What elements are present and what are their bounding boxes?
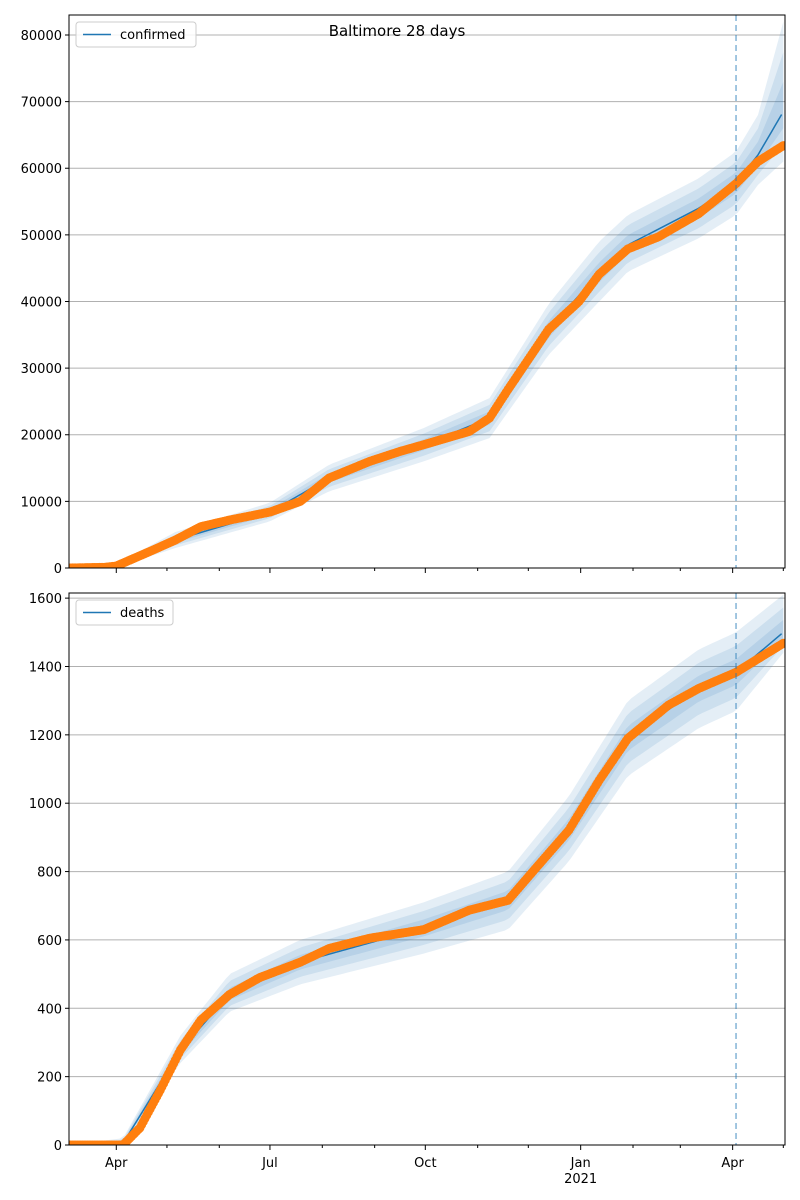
legend-label: confirmed	[120, 28, 186, 43]
y-tick-label: 70000	[21, 96, 62, 111]
legend: confirmed	[75, 21, 197, 48]
y-tick-label: 10000	[21, 495, 62, 510]
model-line	[69, 114, 783, 568]
x-tick-label: Apr	[105, 1156, 128, 1171]
legend: deaths	[75, 599, 174, 626]
axes-frame	[68, 592, 786, 1146]
legend-box	[75, 21, 197, 48]
panel-confirmed: 0 10000 20000 30000 40000 50000 60000 70000 8000…	[21, 14, 786, 577]
uncertainty-band	[69, 21, 784, 568]
y-tick-label: 60000	[21, 162, 62, 177]
plot-area	[69, 21, 785, 568]
uncertainty-band	[69, 52, 784, 568]
x-year-label: 2021	[564, 1172, 597, 1187]
uncertainty-band	[69, 607, 784, 1145]
legend-box	[75, 599, 174, 626]
x-tick-label: Jan	[570, 1156, 591, 1171]
y-tick-label: 1000	[29, 797, 62, 812]
y-tick-label: 0	[54, 1139, 62, 1154]
x-tick-label: Oct	[414, 1156, 436, 1171]
plot-area	[69, 594, 785, 1145]
y-tick-label: 30000	[21, 362, 62, 377]
observed-point	[778, 638, 785, 648]
y-tick-label: 800	[37, 866, 62, 881]
y-tick-label: 20000	[21, 429, 62, 444]
uncertainty-band	[69, 619, 784, 1145]
y-tick-label: 200	[37, 1071, 62, 1086]
y-tick-label: 400	[37, 1002, 62, 1017]
uncertainty-band	[69, 594, 784, 1145]
observed-point	[778, 141, 785, 151]
legend-label: deaths	[120, 606, 165, 621]
y-tick-label: 600	[37, 934, 62, 949]
uncertainty-band	[69, 81, 784, 568]
y-tick-label: 1400	[29, 660, 62, 675]
x-tick-label: Jul	[261, 1156, 278, 1171]
y-tick-label: 1200	[29, 729, 62, 744]
y-tick-label: 1600	[29, 592, 62, 607]
y-tick-label: 40000	[21, 295, 62, 310]
y-tick-label: 80000	[21, 29, 62, 44]
y-tick-label: 50000	[21, 229, 62, 244]
x-tick-label: Apr	[721, 1156, 744, 1171]
axes-frame	[68, 14, 786, 569]
panel-deaths: 0 200 400 600 800 1000 1200 1400 1600 Apr Jul Oct Ja…	[29, 592, 786, 1187]
y-tick-label: 0	[54, 562, 62, 577]
chart-title: Baltimore 28 days	[329, 22, 466, 40]
